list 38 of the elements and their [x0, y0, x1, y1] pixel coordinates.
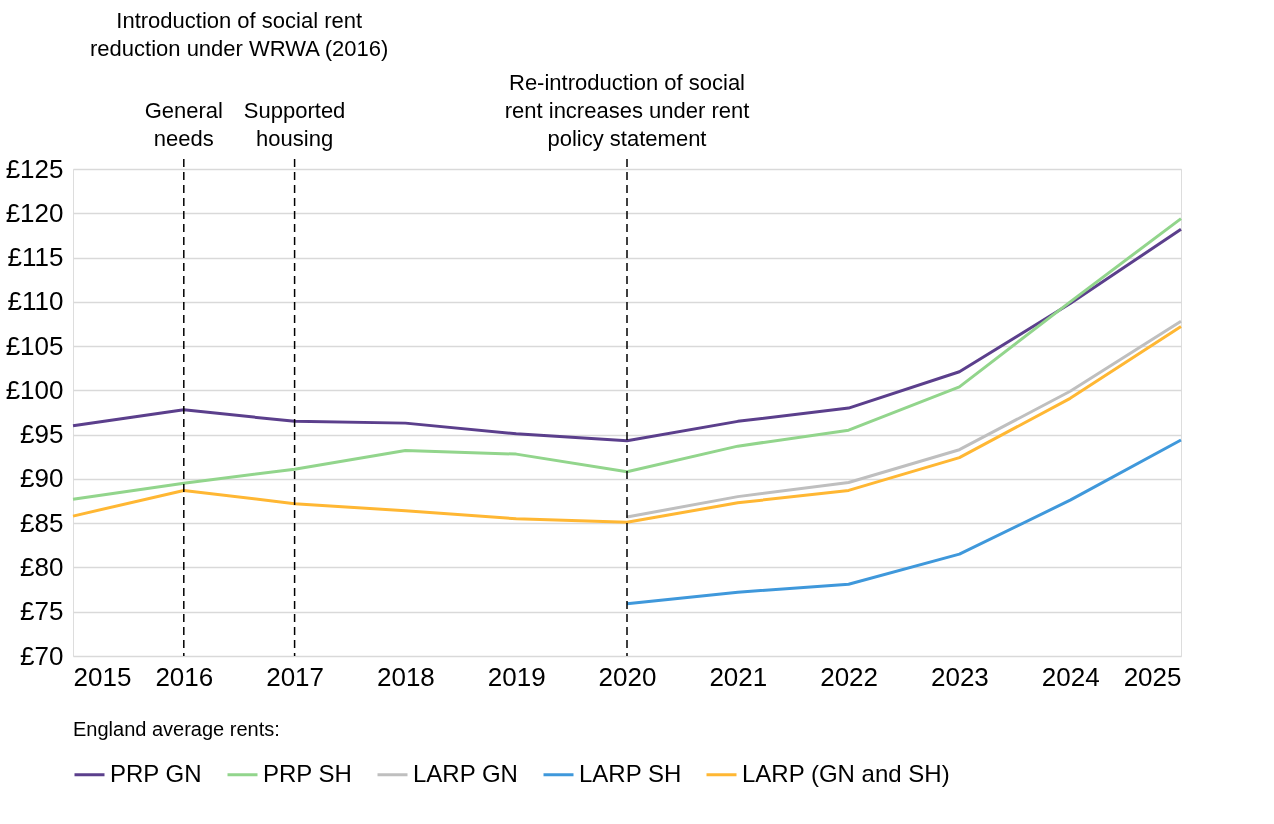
y-tick-label: £95 [20, 419, 64, 450]
y-tick-label: £70 [20, 640, 64, 671]
legend-label: PRP SH [263, 759, 352, 787]
y-tick-label: £125 [5, 153, 64, 184]
x-tick-label: 2023 [930, 661, 989, 692]
line-series [71, 325, 1183, 524]
line-series [625, 438, 1183, 606]
y-tick-label: £75 [20, 596, 64, 627]
line-series [71, 227, 1183, 443]
x-tick-label: 2024 [1041, 661, 1100, 692]
y-tick-label: £110 [7, 286, 64, 317]
legend-label: LARP GN [413, 759, 518, 787]
y-tick-label: £115 [7, 242, 64, 273]
x-tick-label: 2017 [266, 661, 325, 692]
x-tick-label: 2016 [155, 661, 214, 692]
y-tick-label: £85 [20, 507, 64, 538]
legend-label: LARP (GN and SH) [742, 759, 950, 787]
y-tick-label: £90 [20, 463, 64, 494]
legend-label: LARP SH [579, 759, 682, 787]
y-tick-label: £80 [20, 551, 64, 582]
legend-title: England average rents: [73, 718, 280, 740]
y-tick-label: £120 [5, 197, 64, 228]
ref-line-label: General needs [144, 98, 223, 151]
ref-line-label: Supported housing [243, 98, 346, 151]
y-tick-label: £100 [5, 374, 64, 405]
line-series [625, 319, 1183, 519]
x-tick-label: 2025 [1123, 661, 1182, 692]
text: Introduction of social rent reduction under WRWA (2016) [90, 8, 389, 61]
line-series [71, 217, 1183, 501]
x-tick-label: 2018 [376, 661, 435, 692]
x-tick-label: 2020 [598, 661, 657, 692]
x-tick-label: 2021 [709, 661, 768, 692]
y-tick-label: £105 [5, 330, 64, 361]
ref-line-label: Re-introduction of social rent increases under rent policy statement [504, 70, 750, 151]
x-tick-label: 2019 [487, 661, 546, 692]
x-tick-label: 2022 [820, 661, 879, 692]
legend-label: PRP GN [110, 759, 202, 787]
x-tick-label: 2015 [73, 661, 132, 692]
